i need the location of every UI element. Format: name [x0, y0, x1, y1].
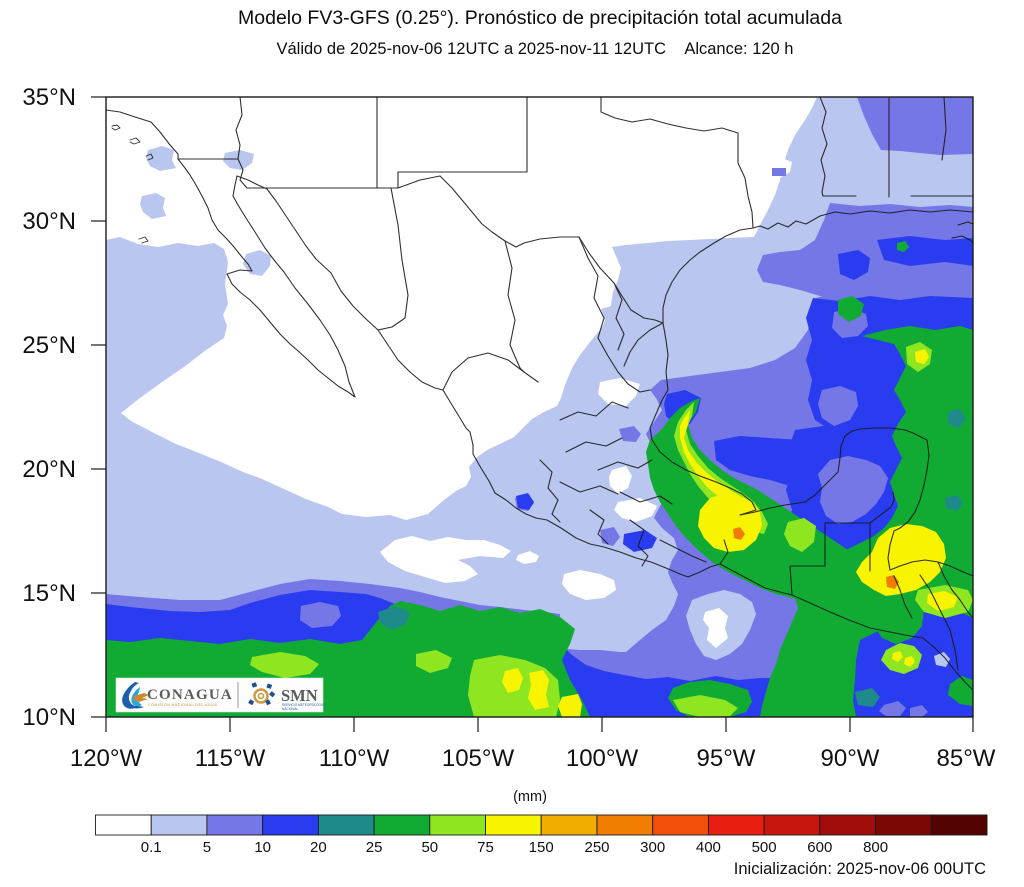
svg-text:250: 250 [584, 839, 609, 856]
svg-text:NACIONAL: NACIONAL [282, 707, 299, 711]
svg-text:SERVICIO METEOROLÓGICO: SERVICIO METEOROLÓGICO [282, 702, 327, 707]
svg-text:50: 50 [421, 839, 438, 856]
svg-text:800: 800 [863, 839, 888, 856]
svg-text:25: 25 [366, 839, 383, 856]
svg-text:75: 75 [477, 839, 494, 856]
svg-text:COMISIÓN NACIONAL DEL AGUA: COMISIÓN NACIONAL DEL AGUA [148, 702, 217, 707]
svg-text:150: 150 [529, 839, 554, 856]
svg-text:600: 600 [807, 839, 832, 856]
svg-text:0.1: 0.1 [141, 839, 162, 856]
svg-text:400: 400 [696, 839, 721, 856]
svg-text:10: 10 [254, 839, 271, 856]
svg-text:5: 5 [203, 839, 211, 856]
svg-text:20: 20 [310, 839, 327, 856]
svg-text:SMN: SMN [281, 686, 318, 705]
svg-text:300: 300 [640, 839, 665, 856]
svg-text:500: 500 [752, 839, 777, 856]
svg-text:CONAGUA: CONAGUA [147, 687, 233, 703]
